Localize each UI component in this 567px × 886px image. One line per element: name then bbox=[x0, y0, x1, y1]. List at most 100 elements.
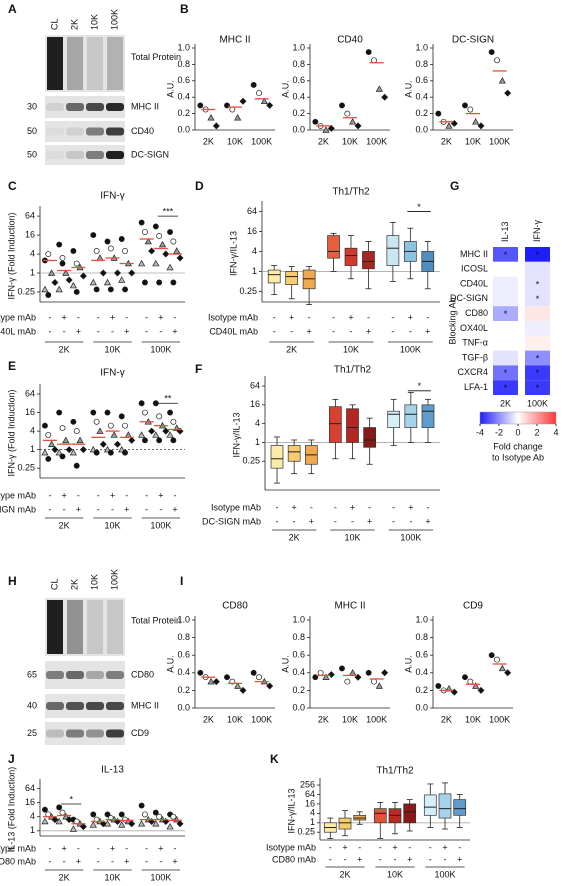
condition-sign: + bbox=[110, 312, 115, 322]
chart-title: IFN-γ bbox=[100, 191, 124, 202]
box bbox=[403, 803, 417, 824]
condition-sign: - bbox=[174, 843, 177, 853]
panel-letter: D bbox=[195, 179, 204, 193]
panel-letter: K bbox=[270, 752, 279, 766]
box bbox=[438, 793, 452, 819]
lane-label: CL bbox=[49, 18, 59, 30]
condition-sign: - bbox=[444, 854, 447, 864]
y-axis-label: IL-13 (Fold Induction) bbox=[6, 767, 16, 853]
column-label: IFN-γ bbox=[532, 220, 542, 242]
data-point bbox=[114, 440, 121, 448]
y-tick-label: 0.8 bbox=[177, 632, 190, 642]
data-point bbox=[93, 286, 100, 293]
data-point bbox=[45, 455, 52, 462]
data-point bbox=[122, 422, 128, 429]
data-point bbox=[56, 409, 63, 416]
condition-sign: - bbox=[48, 504, 51, 514]
condition-sign: - bbox=[429, 854, 432, 864]
chart-title: IFN-γ bbox=[100, 368, 124, 379]
data-point bbox=[197, 669, 204, 676]
box bbox=[404, 404, 418, 428]
condition-label: DC-SIGN mAb bbox=[0, 504, 36, 514]
data-point bbox=[69, 281, 77, 289]
condition-sign: - bbox=[63, 856, 66, 866]
data-point bbox=[170, 418, 177, 425]
heat-cell bbox=[493, 247, 518, 262]
data-point bbox=[51, 446, 59, 454]
y-axis-label: IFN-γ (Fold Induction) bbox=[6, 389, 16, 476]
y-tick-label: 1.0 bbox=[415, 42, 428, 52]
data-point bbox=[467, 106, 474, 113]
blot-band bbox=[86, 103, 104, 111]
data-point bbox=[381, 669, 389, 677]
column-group-label: 2K bbox=[500, 398, 511, 408]
data-point bbox=[152, 809, 159, 816]
colorbar-tick-label: 0 bbox=[515, 427, 520, 437]
box bbox=[327, 235, 340, 259]
data-point bbox=[144, 237, 152, 245]
y-tick-label: 16 bbox=[247, 226, 257, 236]
blot-band bbox=[106, 103, 124, 111]
row-label: MHC II bbox=[131, 700, 159, 710]
data-point bbox=[142, 279, 148, 286]
y-tick-label: 0.2 bbox=[177, 685, 190, 695]
y-axis-label: A.U. bbox=[403, 80, 413, 98]
blot-band bbox=[66, 671, 84, 679]
data-point bbox=[76, 436, 84, 444]
data-point bbox=[152, 400, 159, 407]
condition-sign: - bbox=[48, 490, 51, 500]
data-point bbox=[55, 817, 63, 825]
data-point bbox=[327, 671, 335, 679]
data-point bbox=[51, 278, 59, 286]
y-tick-label: 0.0 bbox=[415, 702, 428, 712]
condition-sign: - bbox=[409, 516, 412, 526]
y-tick-label: 4 bbox=[30, 425, 35, 435]
condition-sign: + bbox=[425, 516, 430, 526]
cell-label: * bbox=[536, 383, 540, 393]
heat-cell bbox=[493, 380, 518, 395]
x-tick-label: 100K bbox=[366, 714, 387, 724]
condition-sign: - bbox=[392, 516, 395, 526]
blot-background bbox=[45, 722, 125, 745]
data-point bbox=[104, 409, 111, 416]
blot-band bbox=[106, 127, 124, 136]
box bbox=[387, 410, 401, 428]
y-tick-label: 1.0 bbox=[292, 42, 305, 52]
data-point bbox=[41, 448, 49, 456]
data-point bbox=[103, 278, 112, 286]
blot-smear bbox=[67, 600, 83, 654]
y-tick-label: 0.4 bbox=[292, 667, 305, 677]
condition-sign: - bbox=[145, 843, 148, 853]
condition-sign: - bbox=[429, 842, 432, 852]
data-point bbox=[56, 241, 63, 248]
data-point bbox=[128, 269, 136, 277]
data-point bbox=[73, 428, 80, 435]
data-point bbox=[207, 677, 215, 685]
heat-cell bbox=[493, 306, 518, 321]
heat-cell bbox=[525, 350, 550, 366]
cell-label: * bbox=[504, 250, 508, 260]
data-point bbox=[504, 669, 512, 677]
data-point bbox=[118, 276, 126, 283]
data-point bbox=[488, 49, 495, 56]
data-point bbox=[93, 248, 100, 254]
y-axis-label: IFN-γ/IL-13 bbox=[228, 231, 238, 276]
data-point bbox=[62, 812, 70, 820]
blot-band bbox=[66, 103, 84, 111]
row-label: OX40L bbox=[460, 323, 488, 333]
data-point bbox=[122, 286, 128, 293]
row-label: TGF-β bbox=[462, 352, 488, 362]
panel-letter: E bbox=[8, 359, 16, 373]
blot-band bbox=[106, 671, 124, 679]
condition-sign: + bbox=[62, 490, 67, 500]
group-label: 10K bbox=[387, 869, 403, 879]
box bbox=[302, 269, 316, 290]
data-point bbox=[504, 89, 512, 97]
heat-cell bbox=[493, 350, 518, 366]
y-tick-label: 0.8 bbox=[415, 632, 428, 642]
data-point bbox=[344, 110, 351, 117]
data-point bbox=[142, 409, 148, 416]
condition-sign: - bbox=[368, 502, 371, 512]
cell-label: * bbox=[504, 383, 508, 393]
condition-sign: - bbox=[97, 856, 100, 866]
